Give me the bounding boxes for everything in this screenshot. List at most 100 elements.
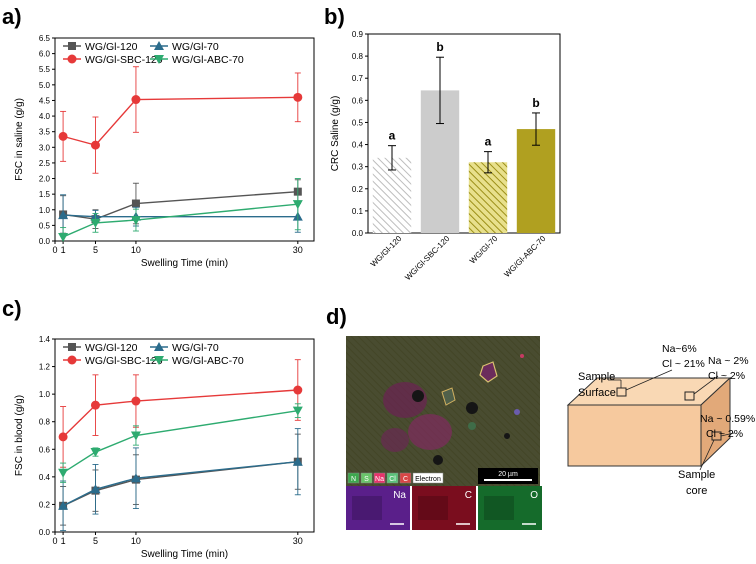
a-legend-wg-gl-70-marker: [154, 41, 164, 50]
panel-a: a) 0.0 0.5 1.0 1.5 2.0 2.5 3.0 3.5 4.0 4.5 5.0 5.5 6…: [2, 4, 315, 269]
eds-legend-label-cl: Cl: [389, 476, 396, 483]
a-series-wg-gl-120-line: [62, 190, 298, 220]
a-plot-frame: [54, 37, 315, 242]
c-legend-wg-gl-70-label: WG/Gl-70: [172, 342, 219, 354]
c-xtick-label: 10: [131, 536, 141, 546]
a-series-wg-gl-abc-70: [58, 178, 303, 242]
scale-bar: 20 µm: [478, 468, 538, 484]
c-series-wg-gl-sbc-120-point: [58, 432, 68, 442]
c-series-wg-gl-120-line: [62, 460, 298, 507]
b-ytick-label: 0.3: [352, 163, 364, 172]
b-bar-wg-gl-abc-70-category-label: WG/Gl-ABC-70: [502, 234, 547, 279]
eds-legend-label-n: N: [351, 476, 356, 483]
b-bar-wg-gl-sbc-120-significance-letter: b: [436, 40, 443, 54]
eds-composite-image: [346, 336, 540, 486]
b-ytick-label: 0.2: [352, 185, 364, 194]
panel-d-label: d): [326, 304, 347, 329]
a-xtick-label: 30: [293, 245, 303, 255]
a-series-wg-gl-abc-70-point: [90, 218, 101, 228]
c-series-wg-gl-abc-70-point: [292, 406, 303, 416]
a-xtick-label: 0: [52, 245, 57, 255]
panel-c-plot: 0.0 0.2 0.4 0.6 0.8 1.0 1.2 1.4 0 1 5 10 30 Swelling …: [14, 335, 315, 560]
a-ytick-label: 2.5: [39, 159, 51, 168]
c-ytick-label: 0.8: [39, 418, 51, 427]
a-series-wg-gl-sbc-120-point: [131, 95, 141, 105]
b-bar-wg-gl-70-category-label: WG/Gl-70: [468, 234, 500, 266]
a-ytick-label: 1.0: [39, 206, 51, 215]
c-legend-wg-gl-sbc-120-marker: [67, 355, 77, 365]
surface-marker: [616, 387, 627, 397]
a-series-wg-gl-abc-70-point: [58, 232, 69, 242]
a-xtick-label: 5: [93, 245, 98, 255]
side-cl-label: Cl ~ 2%: [706, 428, 743, 440]
c-series-wg-gl-sbc-120-point: [131, 396, 141, 406]
b-y-axis-label: CRC Saline (g/g): [330, 96, 341, 172]
b-ytick-label: 0.4: [352, 141, 364, 150]
box-front-face: [567, 404, 702, 467]
a-ytick-label: 2.0: [39, 175, 51, 184]
a-series-wg-gl-70-point: [58, 210, 69, 220]
b-ytick-label: 0.7: [352, 74, 364, 83]
c-series-wg-gl-sbc-120-line: [62, 389, 298, 438]
eds-map-c: [412, 486, 476, 530]
a-ytick-label: 6.5: [39, 34, 51, 43]
eds-legend-label-na: Na: [375, 476, 384, 483]
c-series-wg-gl-70-point: [292, 456, 303, 466]
surface-label-2: Surface: [578, 387, 616, 399]
a-ytick-label: 0.5: [39, 221, 51, 230]
c-series-wg-gl-70-point: [130, 473, 141, 483]
c-legend-wg-gl-sbc-120-label: WG/Gl-SBC-120: [85, 355, 163, 367]
c-y-axis-label: FSC in blood (g/g): [14, 395, 25, 476]
b-bar-wg-gl-70: [468, 162, 508, 233]
a-series-wg-gl-120-point: [131, 199, 140, 208]
middle-cl-label: Cl ~ 2%: [708, 370, 745, 382]
c-xtick-label: 0: [52, 536, 57, 546]
eds-map-o-texture: [484, 496, 514, 520]
c-series-wg-gl-abc-70-point: [90, 448, 101, 458]
c-ytick-label: 1.0: [39, 390, 51, 399]
b-ytick-label: 0.1: [352, 207, 364, 216]
b-bar-wg-gl-sbc-120-category-label: WG/Gl-SBC-120: [403, 234, 452, 283]
c-series-wg-gl-70-point: [58, 500, 69, 510]
a-legend-wg-gl-120-marker: [68, 42, 76, 50]
c-xtick-label: 5: [93, 536, 98, 546]
eds-map-o: [478, 486, 542, 530]
c-series-wg-gl-sbc-120: [58, 359, 303, 468]
a-series-wg-gl-sbc-120-point: [58, 131, 68, 141]
a-series-wg-gl-70-line: [63, 214, 298, 218]
c-legend-wg-gl-abc-70-marker: [154, 356, 164, 365]
a-ytick-label: 6.0: [39, 50, 51, 59]
eds-map-o-label: O: [530, 490, 538, 501]
b-bar-wg-gl-70-significance-letter: a: [485, 135, 492, 149]
c-series-wg-gl-abc-70-line: [62, 409, 298, 474]
c-series-wg-gl-70: [58, 428, 303, 532]
a-series-wg-gl-abc-70-point: [292, 200, 303, 210]
panel-a-label: a): [2, 4, 22, 29]
c-legend-wg-gl-abc-70-label: WG/Gl-ABC-70: [172, 355, 244, 367]
c-ytick-label: 0.4: [39, 473, 51, 482]
eds-legend-box-s: [360, 472, 373, 484]
surface-label-1: Sample: [578, 371, 615, 383]
c-ytick-label: 0.6: [39, 445, 51, 454]
a-legend-wg-gl-sbc-120-marker: [67, 54, 77, 64]
a-xtick-label: 1: [61, 245, 66, 255]
a-ytick-label: 5.0: [39, 81, 51, 90]
b-bar-wg-gl-abc-70-significance-letter: b: [532, 96, 539, 110]
eds-legend-box-c: [399, 472, 412, 484]
c-legend-wg-gl-120-marker: [68, 343, 76, 351]
c-ytick-label: 1.2: [39, 363, 51, 372]
a-xtick-label: 10: [131, 245, 141, 255]
panel-c-label: c): [2, 296, 22, 321]
a-legend-wg-gl-70-label: WG/Gl-70: [172, 41, 219, 53]
c-ytick-label: 0.0: [39, 528, 51, 537]
eds-map-na-texture: [352, 496, 382, 520]
a-y-axis-label: FSC in saline (g/g): [14, 98, 25, 181]
eds-map-c-texture: [418, 496, 448, 520]
b-bar-wg-gl-120-significance-letter: a: [389, 129, 396, 143]
a-legend-wg-gl-sbc-120-label: WG/Gl-SBC-120: [85, 54, 163, 66]
eds-legend-label-electron: Electron: [415, 476, 441, 483]
eds-legend-box-cl: [386, 472, 399, 484]
a-series-wg-gl-sbc-120-point: [90, 140, 100, 150]
eds-element-maps: Na C O: [346, 486, 542, 530]
